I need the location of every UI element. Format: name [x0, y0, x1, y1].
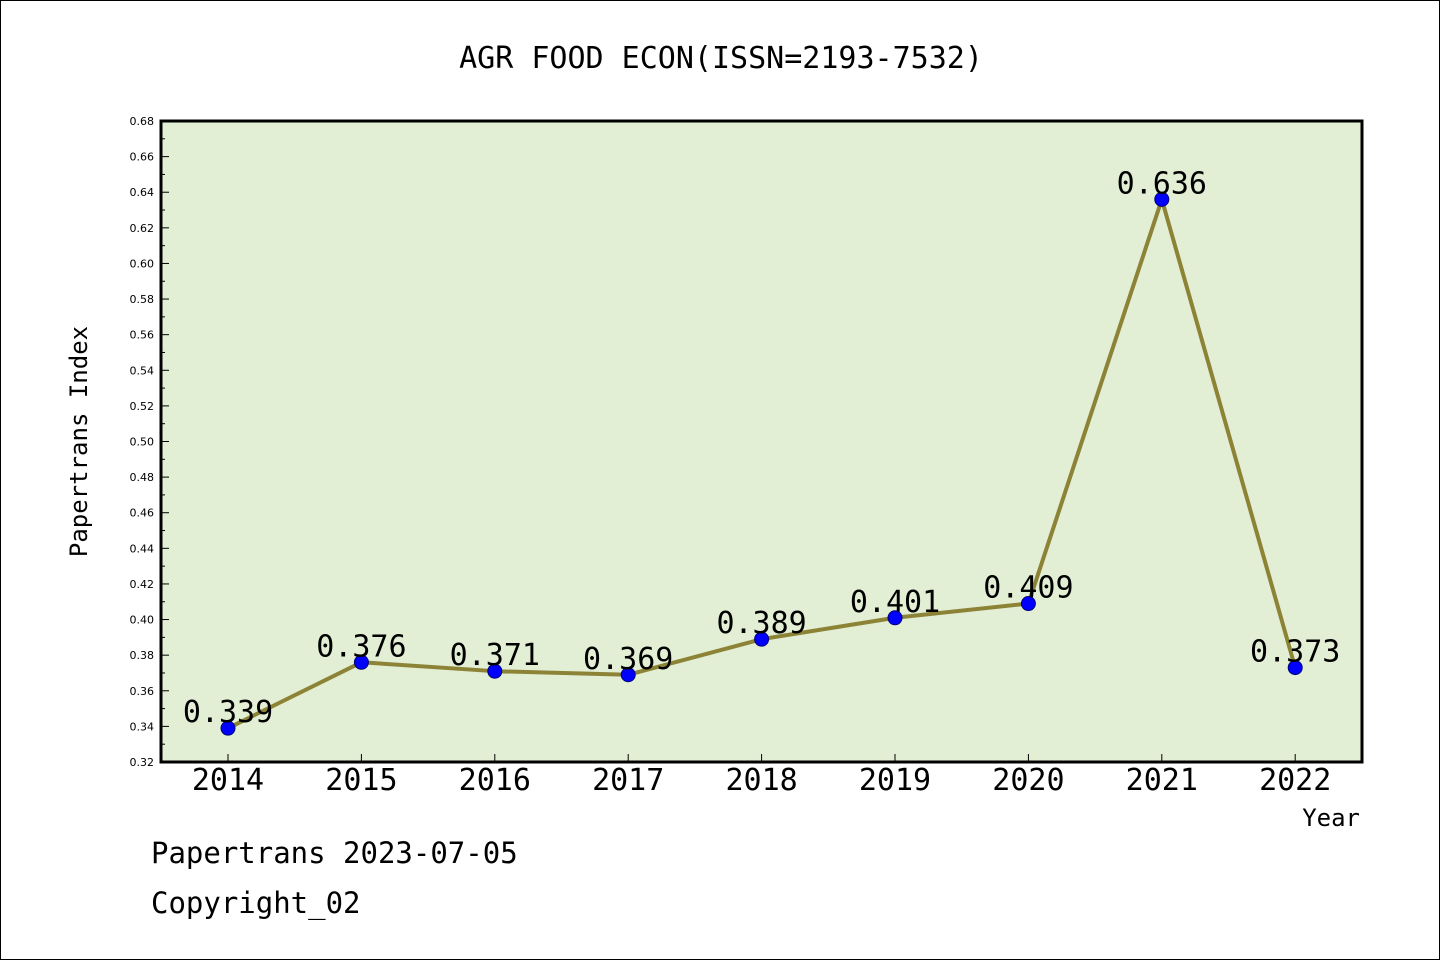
data-label: 0.373 — [1250, 635, 1340, 670]
data-label: 0.401 — [850, 585, 940, 620]
y-tick-label: 0.50 — [130, 436, 155, 449]
data-label: 0.636 — [1117, 166, 1207, 201]
y-tick-label: 0.62 — [130, 222, 155, 235]
x-tick-label: 2020 — [992, 763, 1064, 798]
data-point — [887, 610, 903, 626]
footer-date: Papertrans 2023-07-05 — [151, 836, 518, 870]
y-tick-label: 0.36 — [130, 685, 155, 698]
x-tick-label: 2018 — [725, 763, 797, 798]
plot-border — [159, 119, 1364, 764]
x-axis-label: Year — [1302, 804, 1360, 832]
y-tick-label: 0.40 — [130, 614, 155, 627]
y-tick-label: 0.54 — [130, 364, 155, 377]
x-tick-label: 2014 — [192, 763, 264, 798]
data-label: 0.339 — [183, 695, 273, 730]
data-point — [1020, 596, 1036, 612]
x-tick-label: 2016 — [459, 763, 531, 798]
y-tick-label: 0.58 — [130, 293, 155, 306]
data-label: 0.376 — [316, 629, 406, 664]
y-tick-label: 0.38 — [130, 649, 155, 662]
x-tick-label: 2017 — [592, 763, 664, 798]
y-tick-label: 0.68 — [130, 115, 155, 128]
plot-area — [161, 121, 1362, 762]
data-point — [754, 631, 770, 647]
y-tick-label: 0.64 — [130, 186, 155, 199]
data-label: 0.371 — [450, 638, 540, 673]
x-tick-label: 2021 — [1126, 763, 1198, 798]
data-point — [353, 654, 369, 670]
y-tick-label: 0.34 — [130, 720, 155, 733]
x-tick-label: 2019 — [859, 763, 931, 798]
data-point — [487, 663, 503, 679]
data-point — [620, 667, 636, 683]
y-tick-label: 0.46 — [130, 507, 155, 520]
y-tick-label: 0.60 — [130, 257, 155, 270]
y-axis-label: Papertrans Index — [65, 326, 93, 557]
y-tick-label: 0.56 — [130, 329, 155, 342]
y-tick-label: 0.66 — [130, 151, 155, 164]
chart-title: AGR FOOD ECON(ISSN=2193-7532) — [459, 41, 983, 76]
data-point — [220, 720, 236, 736]
y-tick-label: 0.42 — [130, 578, 155, 591]
data-point — [1154, 191, 1170, 207]
y-tick-label: 0.32 — [130, 756, 155, 769]
y-tick-label: 0.52 — [130, 400, 155, 413]
data-label: 0.389 — [716, 606, 806, 641]
data-label: 0.409 — [983, 571, 1073, 606]
y-tick-label: 0.44 — [130, 542, 155, 555]
y-tick-label: 0.48 — [130, 471, 155, 484]
x-tick-label: 2022 — [1259, 763, 1331, 798]
x-tick-label: 2015 — [325, 763, 397, 798]
footer-copyright: Copyright_02 — [151, 886, 361, 920]
data-point — [1287, 660, 1303, 676]
data-label: 0.369 — [583, 642, 673, 677]
